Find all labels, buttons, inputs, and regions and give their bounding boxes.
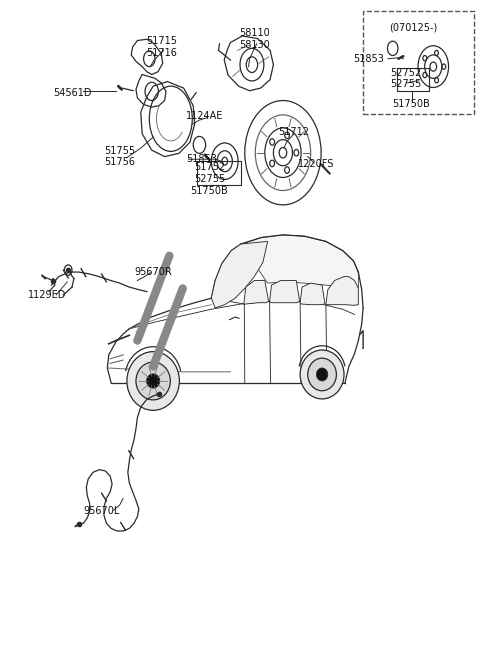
- Text: 51752
52755: 51752 52755: [194, 162, 225, 183]
- Ellipse shape: [136, 362, 170, 400]
- Text: 58110
58130: 58110 58130: [239, 28, 270, 50]
- Text: 51712: 51712: [278, 127, 309, 137]
- Ellipse shape: [308, 358, 336, 391]
- Bar: [396, 68, 429, 92]
- Text: 51715
51716: 51715 51716: [146, 36, 177, 58]
- Text: 52752
52755: 52752 52755: [390, 67, 422, 89]
- Polygon shape: [326, 276, 359, 305]
- Ellipse shape: [300, 350, 344, 399]
- Text: 51853: 51853: [353, 54, 384, 64]
- Text: 1124AE: 1124AE: [186, 111, 223, 121]
- Polygon shape: [211, 242, 268, 308]
- Text: 1220FS: 1220FS: [298, 159, 335, 170]
- Polygon shape: [244, 280, 269, 304]
- Bar: [363, 10, 474, 113]
- Text: 95670L: 95670L: [84, 506, 120, 516]
- Text: 51750B: 51750B: [191, 185, 228, 196]
- Ellipse shape: [127, 352, 180, 410]
- Ellipse shape: [146, 374, 160, 388]
- Text: (070125-): (070125-): [389, 22, 437, 33]
- Text: 54561D: 54561D: [53, 88, 91, 98]
- Text: 51755
51756: 51755 51756: [104, 146, 135, 168]
- Text: 1129ED: 1129ED: [28, 290, 66, 300]
- Text: 95670R: 95670R: [134, 267, 172, 277]
- Polygon shape: [270, 280, 300, 303]
- Text: 51750B: 51750B: [392, 99, 430, 109]
- Polygon shape: [241, 235, 359, 288]
- Ellipse shape: [316, 368, 328, 381]
- Bar: [197, 160, 241, 185]
- Ellipse shape: [149, 377, 157, 386]
- Ellipse shape: [319, 371, 325, 379]
- Polygon shape: [300, 283, 325, 305]
- Text: 51853: 51853: [187, 154, 217, 164]
